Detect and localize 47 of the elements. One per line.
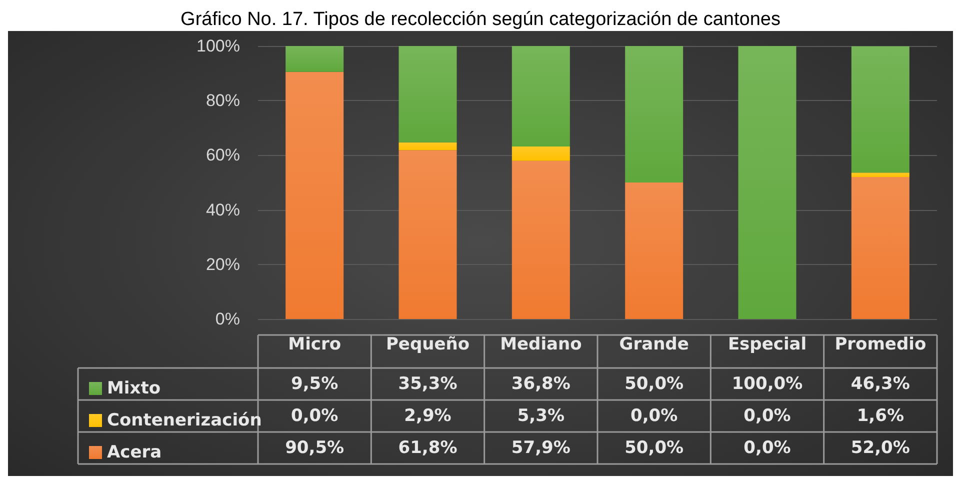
data-label: 52,0% bbox=[850, 438, 910, 458]
bar bbox=[738, 46, 796, 319]
bar bbox=[625, 182, 684, 319]
data-label: 50,0% bbox=[624, 438, 684, 458]
data-label: 100,0% bbox=[732, 374, 803, 394]
bar bbox=[398, 142, 457, 150]
bar bbox=[398, 150, 457, 319]
bar bbox=[512, 46, 570, 146]
bar bbox=[398, 46, 457, 142]
bar bbox=[286, 72, 344, 319]
x-tick-label: Mediano bbox=[500, 334, 582, 354]
data-label: 35,3% bbox=[398, 374, 458, 394]
x-tick-label: Especial bbox=[728, 334, 807, 354]
y-tick-label: 60% bbox=[206, 146, 240, 165]
legend-label: Mixto bbox=[107, 378, 161, 398]
data-label: 5,3% bbox=[517, 406, 564, 426]
chart-title: Gráfico No. 17. Tipos de recolección según categorización de cantones bbox=[180, 9, 780, 30]
data-label: 0,0% bbox=[630, 406, 678, 426]
bar bbox=[851, 172, 910, 178]
y-tick-label: 20% bbox=[206, 254, 240, 274]
data-label: 9,5% bbox=[291, 374, 338, 394]
data-label: 2,9% bbox=[404, 406, 452, 426]
bar bbox=[512, 160, 570, 319]
data-label: 50,0% bbox=[624, 374, 684, 394]
data-label: 61,8% bbox=[398, 438, 458, 458]
data-label: 36,8% bbox=[511, 374, 570, 394]
y-tick-label: 80% bbox=[206, 91, 240, 110]
data-label: 0,0% bbox=[291, 406, 338, 426]
data-label: 0,0% bbox=[744, 406, 791, 426]
x-tick-label: Micro bbox=[288, 334, 342, 354]
bar bbox=[625, 46, 684, 182]
data-label: 57,9% bbox=[511, 438, 570, 458]
data-label: 90,5% bbox=[285, 438, 344, 458]
y-tick-label: 0% bbox=[215, 310, 240, 328]
bar bbox=[851, 46, 910, 173]
bar bbox=[512, 146, 570, 161]
data-label: 0,0% bbox=[744, 438, 791, 458]
y-tick-label: 100% bbox=[196, 36, 240, 56]
x-tick-label: Pequeño bbox=[386, 334, 470, 354]
legend-label: Acera bbox=[107, 442, 162, 462]
data-label: 46,3% bbox=[850, 374, 910, 394]
x-tick-label: Promedio bbox=[834, 334, 926, 354]
y-tick-label: 40% bbox=[206, 200, 240, 220]
bar bbox=[851, 177, 910, 319]
bar bbox=[286, 46, 344, 72]
data-label: 1,6% bbox=[856, 406, 904, 426]
x-tick-label: Grande bbox=[619, 334, 689, 354]
